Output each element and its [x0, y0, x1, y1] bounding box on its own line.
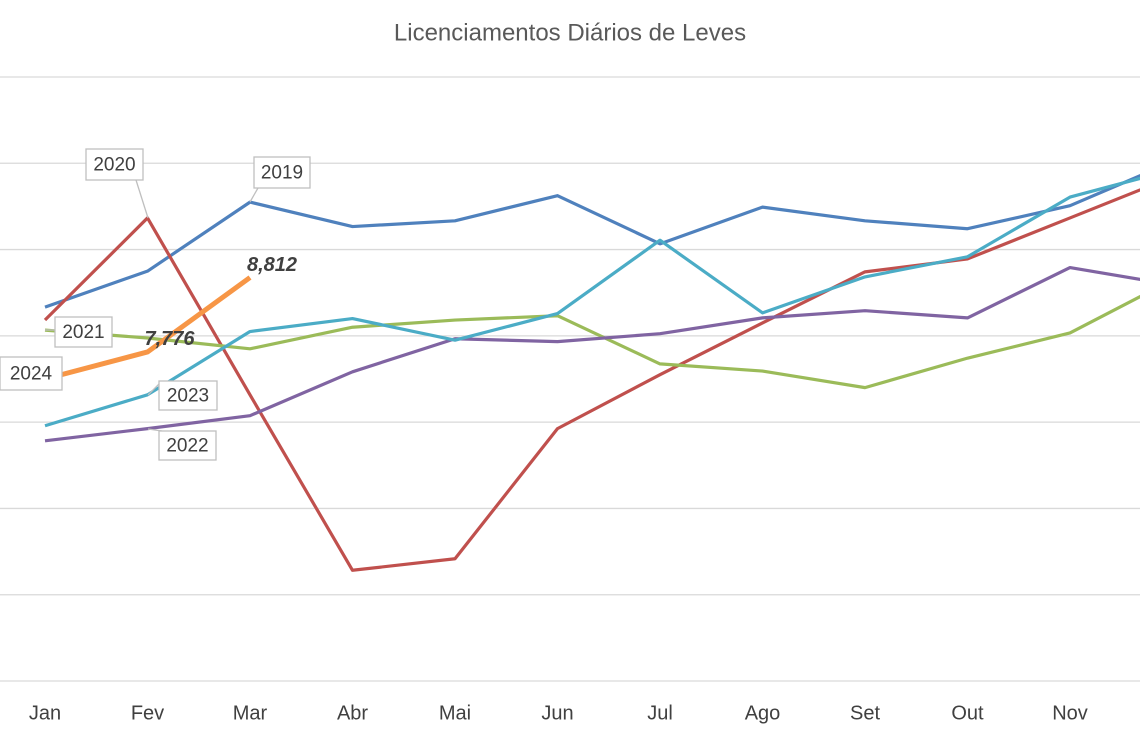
annotations: 7,776 8,812 2019 2020 2021 2022 2023 2024	[0, 148, 311, 461]
series-line	[44, 275, 252, 382]
legend-label: 2022	[166, 436, 208, 457]
x-tick-label: Ago	[745, 702, 781, 724]
x-tick-label: Jan	[29, 702, 61, 724]
callout-box	[54, 316, 113, 348]
data-label: 8,812	[247, 254, 297, 276]
callout-leader	[135, 179, 149, 219]
series-line	[43, 188, 1140, 572]
legend-label: 2023	[167, 386, 209, 407]
series-line	[44, 265, 1140, 443]
callout-box	[253, 156, 311, 189]
callout-box	[158, 380, 218, 411]
callout-box	[158, 430, 217, 461]
x-tick-label: Nov	[1052, 702, 1088, 724]
x-tick-label: Fev	[131, 702, 164, 724]
x-tick-label: Mar	[233, 702, 268, 724]
plot	[43, 174, 1140, 572]
x-tick-label: Jul	[647, 702, 673, 724]
series-line	[44, 176, 1140, 428]
x-tick-label: Abr	[337, 702, 368, 724]
x-tick-label: Mai	[439, 702, 471, 724]
callout-box	[0, 356, 63, 391]
legend-label: 2020	[93, 155, 135, 176]
legend-label: 2021	[62, 322, 104, 343]
chart-title: Licenciamentos Diários de Leves	[394, 19, 746, 46]
callout-box	[85, 148, 144, 181]
series-line	[44, 294, 1140, 390]
series-line	[44, 174, 1140, 309]
x-tick-label: Out	[951, 702, 984, 724]
x-tick-label: Set	[850, 702, 880, 724]
legend-label: 2019	[261, 163, 303, 184]
legend-label: 2024	[10, 364, 53, 385]
x-tick-label: Jun	[541, 702, 573, 724]
callout-leader	[249, 187, 259, 203]
data-label: 7,776	[144, 328, 195, 350]
grid: Jan Fev Mar Abr Mai Jun Jul Ago Set Out Nov	[0, 76, 1140, 724]
